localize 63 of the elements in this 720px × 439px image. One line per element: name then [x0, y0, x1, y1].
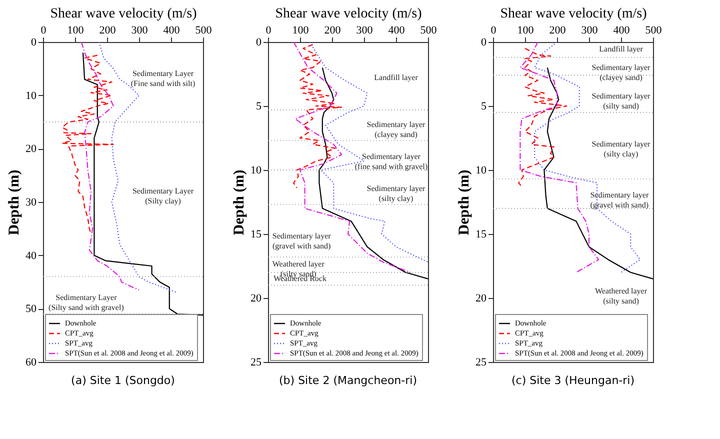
y-tick-label: 0 — [31, 36, 37, 48]
x-tick-label: 400 — [163, 24, 180, 36]
y-tick-label: 40 — [26, 250, 37, 262]
annotation: Sedimentary Layer (Fine sand with silt) — [130, 69, 196, 88]
y-tick-label: 50 — [26, 303, 37, 316]
y-tick-label: 15 — [250, 228, 262, 240]
y-tick-label: 20 — [250, 292, 262, 304]
annotation: Sedimentary layer (clayey sand) — [592, 63, 651, 82]
x-axis-title: Shear wave velocity (m/s) — [275, 6, 422, 22]
annotation: Weathered layer (silty sand) — [595, 286, 648, 306]
y-tick-label: 10 — [26, 90, 37, 102]
annotation: Landfill layer — [374, 72, 418, 82]
annotation: Landfill layer — [599, 44, 644, 54]
x-tick-label: 0 — [490, 24, 497, 36]
x-axis-title: Shear wave velocity (m/s) — [500, 6, 648, 22]
x-tick-label: 200 — [549, 24, 566, 36]
annotation: Sedimentary layer (fine sand with gravel) — [354, 152, 428, 172]
x-tick-label: 0 — [266, 24, 272, 36]
annotation: Sedimentary layer (gravel with sand) — [590, 190, 649, 210]
text: (c) Site 3 (Heungan-ri) — [511, 374, 635, 387]
x-tick-label: 400 — [613, 24, 630, 36]
text: (b) Site 2 (Mangcheon-ri) — [279, 374, 417, 387]
annotation: Sedimentary layer (silty clay) — [592, 139, 651, 158]
x-axis-title: Shear wave velocity (m/s) — [50, 6, 198, 22]
annotation: Sedimentary Layer (Silty clay) — [132, 186, 194, 206]
x-tick-label: 500 — [645, 24, 662, 36]
y-axis-title: Depth (m) — [6, 170, 22, 236]
x-tick-label: 200 — [99, 24, 116, 36]
line-series — [518, 48, 568, 188]
y-tick-label: 20 — [476, 292, 487, 304]
y-tick-label: 20 — [26, 143, 37, 156]
y-tick-label: 30 — [26, 196, 37, 208]
y-tick-label: 60 — [26, 356, 37, 368]
text: (a) Site 1 (Songdo) — [71, 374, 175, 387]
annotation: Sedimentary layer (clayey sand) — [366, 120, 426, 140]
annotation: Sedimentary Layer (Silty sand with gravel) — [48, 293, 124, 312]
x-tick-label: 300 — [581, 24, 598, 36]
annotation: Sedimentary layer (gravel with sand) — [272, 232, 332, 251]
line-series — [62, 54, 114, 235]
y-axis-title: Depth (m) — [232, 170, 248, 236]
x-tick-label: 100 — [517, 24, 534, 36]
x-tick-label: 200 — [324, 24, 342, 36]
y-tick-label: 0 — [481, 36, 487, 48]
y-tick-label: 25 — [250, 356, 262, 368]
x-tick-label: 500 — [195, 24, 212, 36]
x-tick-label: 300 — [131, 24, 148, 36]
x-tick-label: 100 — [67, 24, 84, 36]
annotation: Sedimentary layer (silty clay) — [366, 184, 426, 204]
y-tick-label: 10 — [250, 164, 262, 176]
x-tick-label: 400 — [388, 24, 406, 36]
x-tick-label: 100 — [292, 24, 310, 36]
y-tick-label: 5 — [481, 100, 487, 112]
y-tick-label: 25 — [476, 356, 487, 368]
y-tick-label: 10 — [476, 164, 487, 176]
y-tick-label: 5 — [256, 100, 262, 112]
y-tick-label: 0 — [256, 36, 262, 48]
annotation: Sedimentary layer (silty sand) — [592, 91, 651, 110]
line-series — [293, 44, 342, 188]
x-tick-label: 0 — [40, 24, 47, 36]
x-tick-label: 300 — [356, 24, 374, 36]
y-axis-title: Depth (m) — [456, 170, 472, 236]
x-tick-label: 500 — [420, 24, 438, 36]
y-tick-label: 15 — [476, 228, 487, 240]
